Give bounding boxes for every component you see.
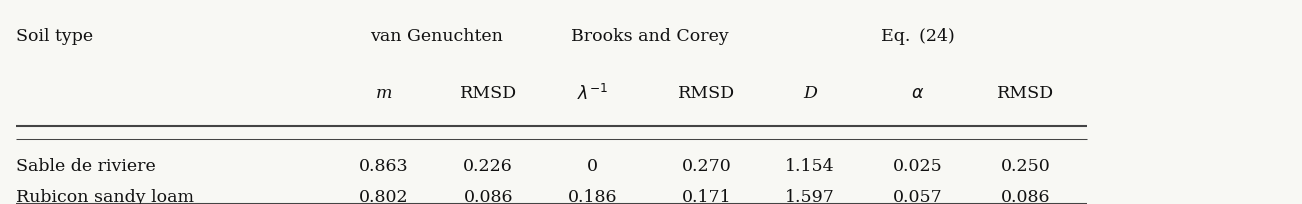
Text: 0.270: 0.270: [682, 158, 732, 175]
Text: 0.863: 0.863: [359, 158, 409, 175]
Text: 0.802: 0.802: [359, 189, 409, 204]
Text: 0.226: 0.226: [464, 158, 513, 175]
Text: van Genuchten: van Genuchten: [370, 28, 503, 45]
Text: RMSD: RMSD: [997, 85, 1055, 102]
Text: 0.086: 0.086: [464, 189, 513, 204]
Text: 0.171: 0.171: [682, 189, 732, 204]
Text: D: D: [803, 85, 816, 102]
Text: RMSD: RMSD: [460, 85, 517, 102]
Text: 0.186: 0.186: [568, 189, 617, 204]
Text: 0.250: 0.250: [1001, 158, 1051, 175]
Text: Brooks and Corey: Brooks and Corey: [570, 28, 729, 45]
Text: Sable de riviere: Sable de riviere: [16, 158, 155, 175]
Text: $\lambda^{-1}$: $\lambda^{-1}$: [577, 84, 608, 104]
Text: 0.057: 0.057: [893, 189, 943, 204]
Text: Rubicon sandy loam: Rubicon sandy loam: [16, 189, 194, 204]
Text: 1.154: 1.154: [785, 158, 835, 175]
Text: m: m: [376, 85, 392, 102]
Text: 1.597: 1.597: [785, 189, 835, 204]
Text: Soil type: Soil type: [16, 28, 92, 45]
Text: 0: 0: [587, 158, 598, 175]
Text: $\alpha$: $\alpha$: [911, 85, 924, 102]
Text: 0.025: 0.025: [893, 158, 943, 175]
Text: 0.086: 0.086: [1001, 189, 1051, 204]
Text: RMSD: RMSD: [678, 85, 736, 102]
Text: Eq. (24): Eq. (24): [881, 28, 954, 45]
